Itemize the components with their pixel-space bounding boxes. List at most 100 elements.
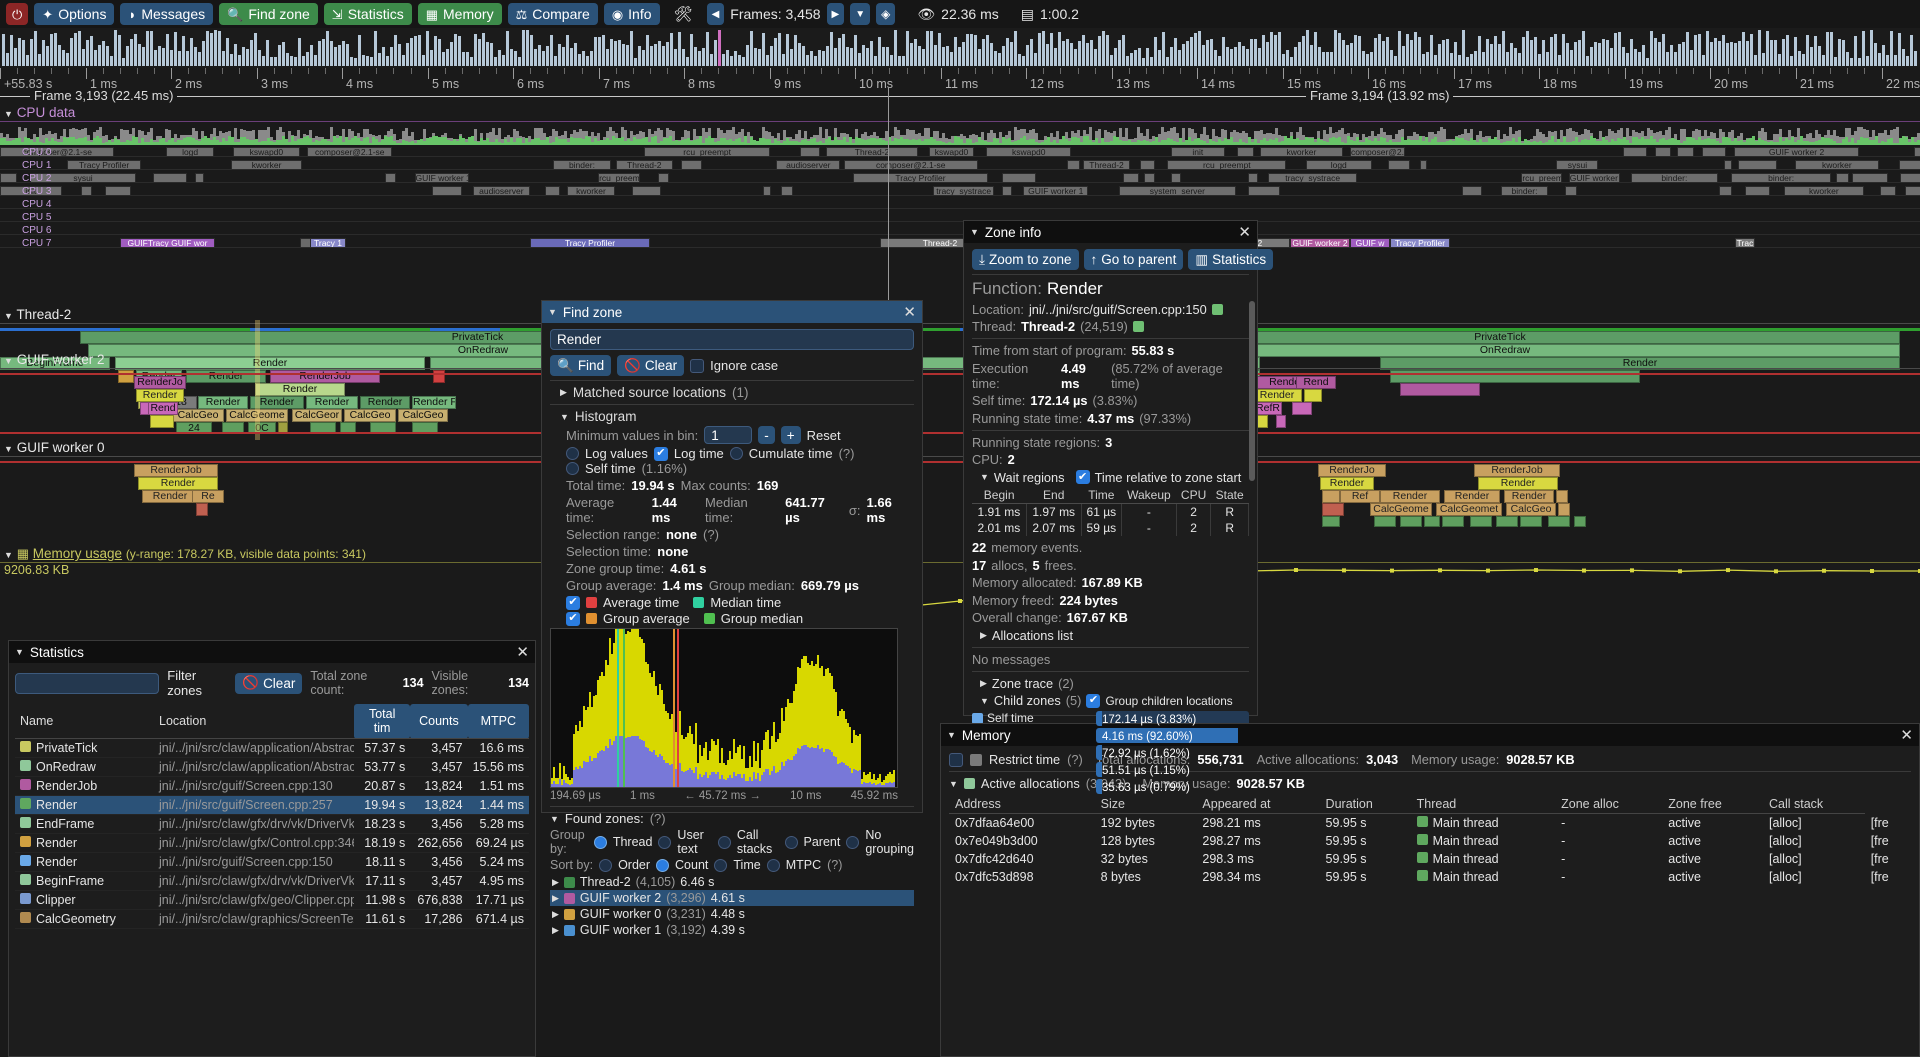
timeline[interactable]: Frame 3,193 (22.45 ms) Frame 3,194 (13.9… [0, 88, 1920, 644]
frame-bar[interactable] [1270, 31, 1273, 66]
frame-bar[interactable] [242, 47, 245, 66]
frame-bar[interactable] [1010, 42, 1013, 66]
frame-bar[interactable] [1882, 44, 1885, 66]
frame-bar[interactable] [166, 34, 169, 66]
frame-bar[interactable] [1306, 30, 1309, 66]
frame-bar[interactable] [190, 38, 193, 66]
cpu-context-block[interactable]: kswapd0 [986, 147, 1072, 157]
frame-bar[interactable] [1826, 31, 1829, 66]
frame-bar[interactable] [30, 38, 33, 66]
frame-bar[interactable] [382, 46, 385, 66]
memory-col-header[interactable]: Zone alloc [1555, 795, 1663, 814]
frame-bar[interactable] [1002, 46, 1005, 66]
frame-bar[interactable] [1806, 35, 1809, 66]
frame-bar[interactable] [954, 37, 957, 66]
frame-bar[interactable] [706, 31, 709, 66]
cpu-context-block[interactable] [1388, 160, 1411, 170]
collapse-triangle-icon[interactable]: ▼ [548, 307, 557, 317]
frame-bar[interactable] [746, 44, 749, 66]
frame-bar[interactable] [734, 51, 737, 66]
cpu-context-block[interactable] [385, 173, 397, 183]
frame-bar[interactable] [54, 33, 57, 66]
frame-bar[interactable] [782, 53, 785, 66]
stats-col-header[interactable]: MTPC [467, 704, 529, 739]
frame-bar[interactable] [1914, 51, 1917, 66]
frame-bar[interactable] [1122, 35, 1125, 66]
frame-bar[interactable] [1014, 30, 1017, 66]
frame-bar[interactable] [1146, 47, 1149, 66]
frame-bar[interactable] [506, 30, 509, 66]
frame-bar[interactable] [70, 37, 73, 66]
cpu-context-block[interactable] [1899, 160, 1920, 170]
zone-info-scrollbar[interactable] [1249, 301, 1255, 481]
frame-bar[interactable] [998, 53, 1001, 66]
frame-bar[interactable] [950, 52, 953, 66]
zone-render-job[interactable]: Rend [1296, 376, 1336, 389]
frame-bar[interactable] [1842, 39, 1845, 66]
cpu-context-block[interactable]: logd [166, 147, 214, 157]
frame-bar[interactable] [126, 45, 129, 66]
cpu-context-block[interactable]: GUIF worker 2 [1290, 238, 1350, 248]
cpu-context-block[interactable]: kswapd0 [928, 147, 975, 157]
cpu-context-block[interactable]: Thread-2 [615, 160, 673, 170]
group-children-checkbox[interactable] [1086, 693, 1101, 708]
table-row[interactable]: 0x7dfc53d898 8 bytes 298.34 ms 59.95 s Main … [949, 868, 1911, 886]
frame-bar[interactable] [1538, 53, 1541, 66]
frame-bar[interactable] [442, 52, 445, 66]
frame-bar[interactable] [1134, 50, 1137, 66]
cpu-context-block[interactable] [1880, 186, 1896, 196]
alloc-call-stack[interactable]: [alloc] [1768, 870, 1802, 884]
frame-bar[interactable] [1790, 55, 1793, 66]
frame-bar[interactable] [1610, 47, 1613, 66]
frame-bar[interactable] [450, 41, 453, 66]
frame-menu-button[interactable]: ▼ [850, 3, 871, 25]
frame-bar[interactable] [1742, 31, 1745, 66]
frame-bar[interactable] [250, 40, 253, 66]
sort-by-time-radio[interactable] [714, 858, 728, 872]
frame-bar[interactable] [162, 47, 165, 66]
frame-bar[interactable] [1554, 33, 1557, 66]
frame-bar[interactable] [1818, 46, 1821, 66]
cpu-context-block[interactable]: rcu_preempt [1521, 173, 1562, 183]
cpu-row-5[interactable] [0, 211, 1920, 222]
find-button[interactable]: 🔍 Find [550, 355, 612, 376]
frame-bar[interactable] [1046, 43, 1049, 66]
frame-bar[interactable] [1218, 56, 1221, 66]
frame-bar[interactable] [1870, 30, 1873, 66]
frame-bar[interactable] [38, 54, 41, 66]
frame-bar[interactable] [1850, 57, 1853, 66]
frame-bar[interactable] [222, 50, 225, 66]
frame-bar[interactable] [690, 34, 693, 66]
table-row[interactable]: 0x7e049b3d00 128 bytes 298.27 ms 59.95 s Mai… [949, 832, 1911, 850]
cpu-context-block[interactable]: Tracy Profiler [530, 238, 650, 248]
frame-bar[interactable] [1286, 50, 1289, 66]
frame-bar[interactable] [494, 56, 497, 66]
frame-bar[interactable] [722, 54, 725, 66]
frame-bar[interactable] [1774, 39, 1777, 66]
table-row[interactable]: 0x7dfc42d640 32 bytes 298.3 ms 59.95 s Main … [949, 850, 1911, 868]
frame-bar[interactable] [846, 46, 849, 66]
cpu-context-block[interactable]: Tracy Profiler [852, 173, 988, 183]
frame-bar[interactable] [934, 44, 937, 66]
frame-bar[interactable] [1026, 44, 1029, 66]
alloc-call-stack[interactable]: [alloc] [1768, 816, 1802, 830]
compare-button[interactable]: ⚖ Compare [507, 3, 598, 25]
memory-col-header[interactable]: Size [1094, 795, 1197, 814]
memory-window[interactable]: ▼ Memory ✕ Restrict time (?) Total alloc… [940, 723, 1920, 1057]
frame-bar[interactable] [590, 50, 593, 66]
frame-bar[interactable] [218, 30, 221, 66]
frame-bar[interactable] [1142, 57, 1145, 66]
frame-bar[interactable] [466, 51, 469, 66]
frame-bar[interactable] [1358, 36, 1361, 66]
frame-bar[interactable] [226, 38, 229, 66]
frame-bar[interactable] [322, 39, 325, 66]
frame-bar[interactable] [710, 53, 713, 66]
cpu-context-block[interactable]: Trac [1735, 238, 1755, 248]
frame-bar[interactable] [990, 42, 993, 66]
frame-bar[interactable] [102, 41, 105, 66]
cpu-context-block[interactable] [1851, 173, 1889, 183]
log-values-radio[interactable] [566, 447, 579, 460]
frame-bar[interactable] [314, 54, 317, 66]
frame-bar[interactable] [1498, 44, 1501, 66]
frame-bar[interactable] [858, 52, 861, 66]
